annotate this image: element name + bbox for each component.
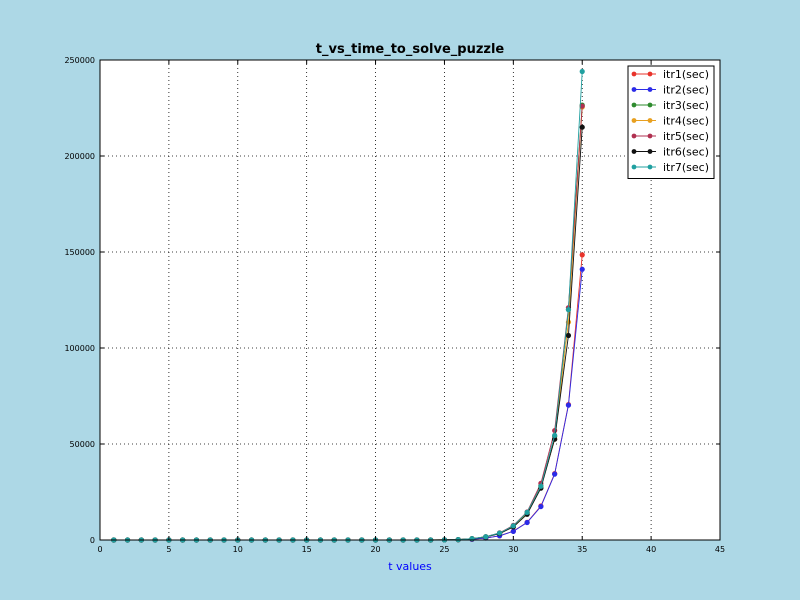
legend-marker (647, 102, 653, 108)
legend-item: itr5(sec) (631, 130, 709, 143)
x-tick-label: 40 (646, 545, 656, 554)
y-tick-label: 0 (90, 536, 95, 545)
legend-item: itr3(sec) (631, 99, 709, 112)
data-point (510, 523, 516, 529)
legend-item: itr4(sec) (631, 115, 709, 128)
x-tick-label: 10 (233, 545, 243, 554)
legend-item: itr2(sec) (631, 84, 709, 97)
legend-item: itr6(sec) (631, 146, 709, 159)
chart-title: t_vs_time_to_solve_puzzle (316, 42, 505, 57)
legend-item: itr7(sec) (631, 161, 709, 174)
legend-marker (631, 149, 637, 154)
legend-marker (647, 133, 653, 139)
axis-ticks: 0 5 10 15 20 25 30 35 40 45 0 50000 100000 150000 2000… (64, 56, 725, 554)
data-point (524, 519, 530, 526)
data-point (496, 530, 503, 536)
data-point (552, 432, 558, 438)
x-axis-label: t values (388, 560, 432, 573)
x-tick-label: 15 (302, 545, 312, 554)
legend-box (627, 65, 715, 179)
x-tick-label: 45 (715, 545, 725, 554)
data-point (552, 471, 558, 477)
legend-label: itr7(sec) (663, 161, 709, 174)
data-point (579, 103, 585, 109)
data-point (565, 402, 572, 408)
data-point (524, 509, 530, 515)
legend-marker (631, 102, 637, 108)
x-tick-label: 25 (439, 545, 449, 554)
data-point (538, 483, 544, 489)
legend-label: itr1(sec) (663, 68, 709, 81)
legend-marker (631, 133, 637, 139)
y-tick-label: 200000 (64, 152, 95, 161)
data-point (483, 534, 489, 540)
y-tick-label: 50000 (70, 440, 95, 449)
y-tick-label: 100000 (64, 344, 95, 353)
legend-label: itr3(sec) (663, 99, 709, 112)
legend-label: itr5(sec) (663, 130, 709, 143)
legend-marker (631, 118, 637, 123)
legend-item: itr1(sec) (631, 68, 709, 81)
data-point (579, 124, 585, 130)
data-point (579, 266, 585, 272)
legend-marker (647, 164, 653, 170)
data-point (565, 307, 572, 313)
legend-marker (647, 87, 653, 92)
y-tick-label: 150000 (64, 248, 95, 257)
legend-label: itr2(sec) (663, 84, 709, 97)
x-tick-label: 30 (508, 545, 518, 554)
x-tick-label: 20 (370, 545, 380, 554)
legend-marker (631, 164, 637, 170)
legend-marker (631, 87, 637, 92)
data-point (579, 252, 585, 258)
grid (100, 60, 720, 540)
legend: itr1(sec) itr2(sec) itr3(sec) itr4(sec) itr5… (627, 65, 715, 179)
legend-label: itr6(sec) (663, 146, 709, 159)
data-point (565, 332, 572, 339)
legend-marker (631, 71, 637, 77)
x-tick-label: 5 (166, 545, 171, 554)
x-tick-label: 35 (577, 545, 587, 554)
legend-marker (647, 149, 653, 154)
data-point (510, 528, 516, 534)
legend-label: itr4(sec) (663, 115, 709, 128)
y-tick-label: 250000 (64, 56, 95, 65)
legend-marker (647, 118, 653, 123)
x-tick-label: 0 (97, 545, 102, 554)
plot-area (100, 60, 720, 540)
data-point (579, 68, 585, 75)
plot-frame (99, 59, 721, 541)
data-point (538, 503, 544, 510)
legend-marker (647, 71, 653, 77)
